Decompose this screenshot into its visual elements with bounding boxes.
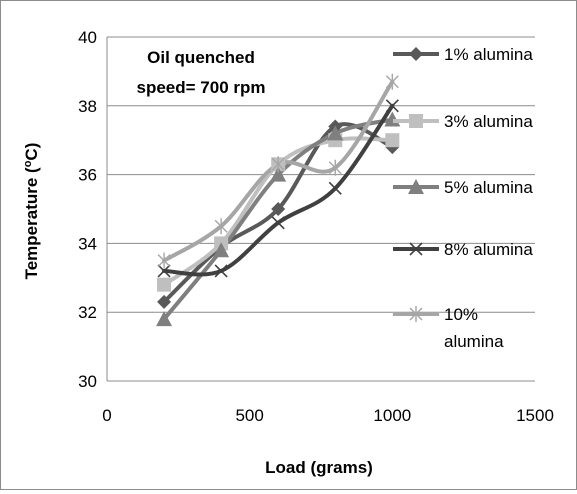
- y-axis-label-main: Temperature (: [22, 167, 41, 279]
- series-layer: [156, 73, 401, 327]
- data-point-s3-p3: [328, 181, 342, 195]
- x-tick-label: 0: [102, 406, 111, 425]
- data-point-s3-p0: [157, 264, 171, 278]
- data-point-s4-p4: [385, 73, 399, 90]
- series-line-3: [162, 103, 395, 277]
- chart-title-line-1: Oil quenched: [147, 48, 255, 67]
- data-point-s4-p1: [214, 218, 228, 235]
- x-tick-label: 1000: [373, 406, 411, 425]
- x-axis-label: Load (grams): [265, 458, 373, 477]
- gridlines: [107, 36, 535, 382]
- legend-label: 8% alumina: [444, 240, 533, 259]
- legend-marker-4: [409, 306, 423, 322]
- series-line-2: [162, 117, 395, 322]
- x-tick-label: 1500: [516, 406, 554, 425]
- legend-marker-0: [409, 47, 423, 61]
- legend-marker-1: [409, 114, 423, 128]
- data-point-s0-p0: [157, 294, 172, 309]
- tick-labels: 30 32 34 36 38 40 0 500 1000 1500: [78, 28, 554, 425]
- y-tick-label: 36: [78, 166, 97, 185]
- legend-label: 3% alumina: [444, 112, 533, 131]
- y-axis-label: Temperature (oC): [22, 143, 41, 280]
- chart-title-line-2: speed= 700 rpm: [137, 78, 266, 97]
- y-tick-label: 38: [78, 97, 97, 116]
- legend: 1% alumina 3% alumina 5% alumina 8% alumina…: [393, 45, 533, 351]
- data-point-s3-p1: [214, 264, 228, 278]
- data-point-s2-p0: [156, 311, 173, 327]
- data-point-s4-p3: [328, 159, 342, 176]
- data-point-s3-p2: [271, 216, 285, 230]
- y-tick-label: 30: [78, 372, 97, 391]
- data-point-s2-p1: [213, 242, 230, 258]
- legend-label: 10% alumina: [444, 305, 504, 351]
- y-axis-label-sup: o: [22, 160, 34, 167]
- data-point-s1-p4: [385, 133, 400, 148]
- legend-label: 1% alumina: [444, 45, 533, 64]
- data-point-s2-p2: [270, 166, 287, 182]
- legend-label: 5% alumina: [444, 178, 533, 197]
- y-tick-label: 32: [78, 303, 97, 322]
- data-point-s1-p0: [157, 277, 172, 292]
- y-tick-label: 34: [78, 234, 97, 253]
- y-axis-label-unit: C): [22, 143, 41, 161]
- legend-marker-2: [408, 179, 424, 194]
- data-point-s3-p4: [385, 99, 399, 113]
- data-point-s2-p3: [327, 125, 344, 141]
- data-point-s0-p2: [271, 202, 286, 216]
- data-point-s4-p2: [271, 156, 285, 173]
- y-tick-label: 40: [78, 28, 97, 47]
- x-tick-label: 500: [235, 406, 263, 425]
- data-point-s4-p0: [157, 252, 171, 269]
- legend-marker-3: [409, 242, 423, 256]
